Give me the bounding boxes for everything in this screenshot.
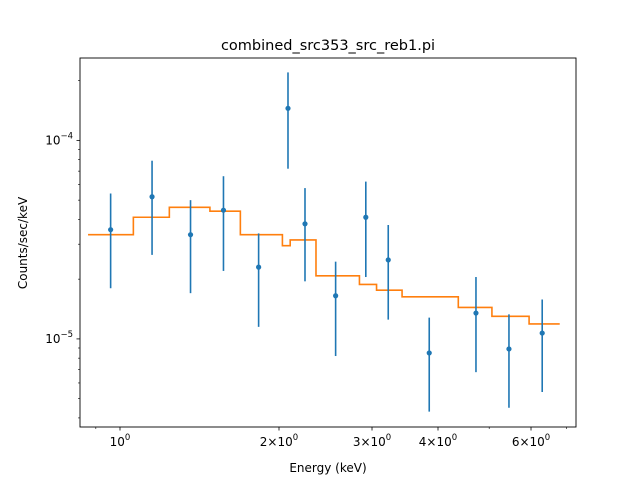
axis-ticks: 100 2×100 3×100 4×100 6×100 10−5 10−4: [45, 80, 567, 449]
data-point: [285, 105, 291, 111]
y-tick-label: 10−5: [45, 330, 73, 346]
data-point: [108, 227, 114, 233]
data-point: [149, 194, 155, 200]
y-tick-label: 10−4: [45, 131, 73, 147]
data-point: [506, 346, 512, 352]
data-point: [187, 232, 194, 238]
x-tick-label: 2×100: [260, 433, 298, 449]
data-point: [473, 310, 479, 316]
plot-area: [88, 72, 560, 412]
data-point: [302, 221, 308, 227]
data-point: [539, 330, 545, 336]
chart-title: combined_src353_src_reb1.pi: [221, 38, 435, 54]
data-point: [363, 214, 369, 220]
plot-frame: [79, 57, 577, 428]
model-step-line: [88, 206, 560, 325]
x-tick-label: 3×100: [353, 433, 391, 449]
x-tick-label: 100: [110, 433, 131, 449]
x-axis-label: Energy (keV): [289, 461, 366, 475]
data-point: [385, 257, 391, 263]
data-point: [426, 350, 432, 356]
x-tick-label: 4×100: [419, 433, 457, 449]
x-tick-label: 6×100: [512, 433, 550, 449]
data-point: [220, 207, 227, 213]
data-point: [333, 293, 339, 299]
data-point: [256, 264, 262, 270]
y-axis-label: Counts/sec/keV: [16, 196, 30, 289]
